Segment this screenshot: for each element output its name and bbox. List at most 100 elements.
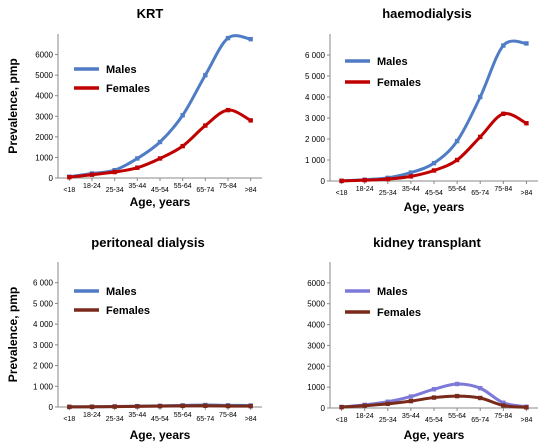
chart-panel-2: haemodialysis 0 1 000 2 000 3 000 4 000 5 000 6… [305, 6, 538, 214]
x-tick-label: 25-34 [106, 416, 124, 423]
x-tick-label: 75-84 [494, 413, 512, 420]
data-point [225, 107, 231, 113]
data-point [478, 134, 483, 140]
data-point [248, 403, 253, 409]
y-tick-label: 4000 [307, 321, 325, 330]
y-tick-label: 0 [321, 404, 326, 413]
data-point [225, 35, 231, 41]
y-tick-label: 3 000 [305, 114, 326, 123]
data-point [225, 403, 231, 409]
data-point [135, 156, 140, 161]
x-axis-label: Age, years [404, 200, 465, 214]
x-tick-label: 25-34 [379, 190, 397, 197]
x-tick-label: <18 [63, 416, 75, 423]
y-tick-label: 0 [49, 174, 54, 183]
y-axis-label: Prevalence, pmp [6, 58, 20, 153]
data-point [501, 111, 506, 116]
x-tick-label: 75-84 [219, 412, 237, 419]
x-tick-label: 55-64 [174, 412, 192, 419]
data-point [524, 41, 529, 46]
chart-title: haemodialysis [382, 6, 472, 21]
y-tick-label: 2 000 [305, 135, 326, 144]
data-point [454, 381, 460, 387]
series-females [67, 403, 253, 410]
legend-label: Males [106, 64, 137, 76]
y-tick-label: 2000 [35, 133, 53, 142]
x-tick-label: 55-64 [448, 186, 466, 193]
chart-panel-3: peritoneal dialysis 0 1 000 2 000 3 000 4 000… [6, 235, 262, 442]
x-tick-label: 75-84 [219, 183, 237, 190]
y-tick-label: 4 000 [305, 93, 326, 102]
legend-label: Males [106, 286, 137, 298]
y-tick-label: 5000 [35, 71, 53, 80]
y-tick-label: 3000 [307, 341, 325, 350]
data-point [157, 156, 163, 161]
data-point [248, 118, 253, 123]
y-tick-label: 1 000 [305, 156, 326, 165]
data-point [135, 404, 140, 409]
x-tick-label: >84 [521, 190, 533, 197]
y-tick-label: 3000 [35, 112, 53, 121]
data-point [362, 177, 367, 183]
series-females [339, 393, 529, 410]
data-point [454, 393, 460, 399]
y-tick-label: 3 000 [33, 341, 54, 350]
legend-label: Males [377, 56, 408, 68]
legend-label: Females [106, 305, 150, 317]
data-point [408, 394, 414, 399]
y-tick-label: 1000 [307, 383, 325, 392]
x-axis-label: Age, years [404, 428, 465, 442]
x-tick-label: 45-54 [151, 416, 169, 423]
x-tick-label: 35-44 [402, 413, 420, 420]
series-females [67, 107, 253, 180]
x-tick-label: >84 [245, 187, 257, 194]
x-tick-label: >84 [521, 417, 533, 424]
data-point [385, 401, 390, 407]
y-tick-label: 4000 [35, 92, 53, 101]
data-point [431, 160, 437, 166]
data-point [203, 403, 208, 408]
data-point [112, 404, 117, 409]
y-tick-label: 0 [321, 177, 326, 186]
legend-label: Females [377, 307, 421, 319]
y-tick-label: 2 000 [33, 362, 54, 371]
data-point [454, 157, 460, 163]
x-tick-label: 18-24 [83, 412, 101, 419]
x-tick-label: <18 [336, 417, 348, 424]
data-point [89, 404, 95, 409]
y-tick-label: 6 000 [33, 279, 54, 288]
x-tick-label: 75-84 [494, 186, 512, 193]
x-tick-label: 45-54 [151, 187, 169, 194]
x-tick-label: 25-34 [379, 417, 397, 424]
data-point [385, 176, 390, 182]
chart-title: kidney transplant [373, 235, 481, 250]
y-tick-label: 6000 [35, 51, 53, 60]
legend-label: Females [106, 83, 150, 95]
x-tick-label: 18-24 [356, 186, 374, 193]
data-point [339, 178, 344, 184]
data-point [248, 36, 253, 42]
x-tick-label: <18 [336, 190, 348, 197]
y-tick-label: 6 000 [305, 51, 326, 60]
x-tick-label: 65-74 [471, 417, 489, 424]
data-point [362, 403, 367, 408]
data-point [524, 121, 529, 126]
data-point [89, 172, 95, 177]
x-tick-label: 55-64 [448, 413, 466, 420]
data-point [478, 94, 483, 100]
y-tick-label: 1 000 [33, 382, 54, 391]
data-point [478, 395, 483, 401]
legend-label: Males [377, 286, 408, 298]
chart-panel-4: kidney transplant 0 1000 2000 3000 4000 5000 60… [307, 235, 538, 442]
data-point [180, 113, 185, 118]
data-point [501, 400, 506, 405]
data-point [339, 404, 344, 410]
y-tick-label: 5 000 [33, 299, 54, 308]
data-point [454, 138, 460, 144]
x-tick-label: 25-34 [106, 187, 124, 194]
data-point [431, 395, 437, 400]
x-tick-label: 65-74 [196, 187, 214, 194]
series-line [69, 34, 251, 179]
chart-panel-1: KRT 0 1000 2000 3000 4000 5000 6000 <18 18-24 25-3… [6, 6, 262, 209]
x-tick-label: <18 [63, 187, 75, 194]
